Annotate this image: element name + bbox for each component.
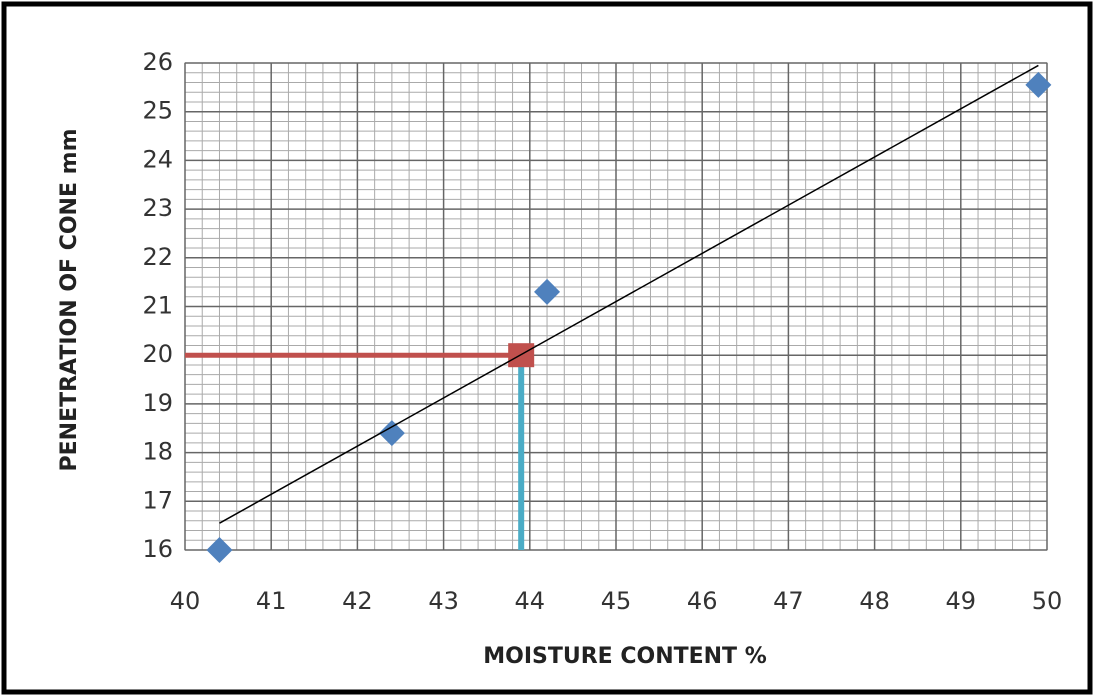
data-point (534, 278, 561, 305)
x-tick-label: 44 (515, 587, 546, 615)
y-tick-label: 21 (142, 292, 173, 320)
data-point (1025, 71, 1052, 98)
x-tick-label: 46 (687, 587, 718, 615)
trend-line (219, 64, 1039, 524)
x-tick-label: 41 (256, 587, 287, 615)
x-tick-label: 42 (342, 587, 373, 615)
x-tick-label: 47 (773, 587, 804, 615)
x-tick-label: 50 (1032, 587, 1063, 615)
y-tick-label: 18 (142, 438, 173, 466)
y-tick-label: 25 (142, 97, 173, 125)
x-axis-label: MOISTURE CONTENT % (483, 644, 767, 669)
y-tick-label: 17 (142, 486, 173, 514)
data-point (378, 420, 405, 447)
y-tick-label: 26 (142, 48, 173, 76)
x-tick-label: 49 (946, 587, 977, 615)
x-tick-label: 40 (170, 587, 201, 615)
x-tick-label: 43 (428, 587, 459, 615)
y-tick-label: 22 (142, 243, 173, 271)
y-tick-label: 23 (142, 194, 173, 222)
y-axis-label: PENETRATION OF CONE mm (57, 128, 82, 471)
data-point (206, 537, 233, 563)
y-tick-label: 24 (142, 145, 173, 173)
y-tick-label: 20 (142, 340, 173, 368)
x-tick-label: 45 (601, 587, 632, 615)
y-tick-label: 16 (142, 535, 173, 563)
y-tick-label: 19 (142, 389, 173, 417)
x-tick-label: 48 (859, 587, 890, 615)
